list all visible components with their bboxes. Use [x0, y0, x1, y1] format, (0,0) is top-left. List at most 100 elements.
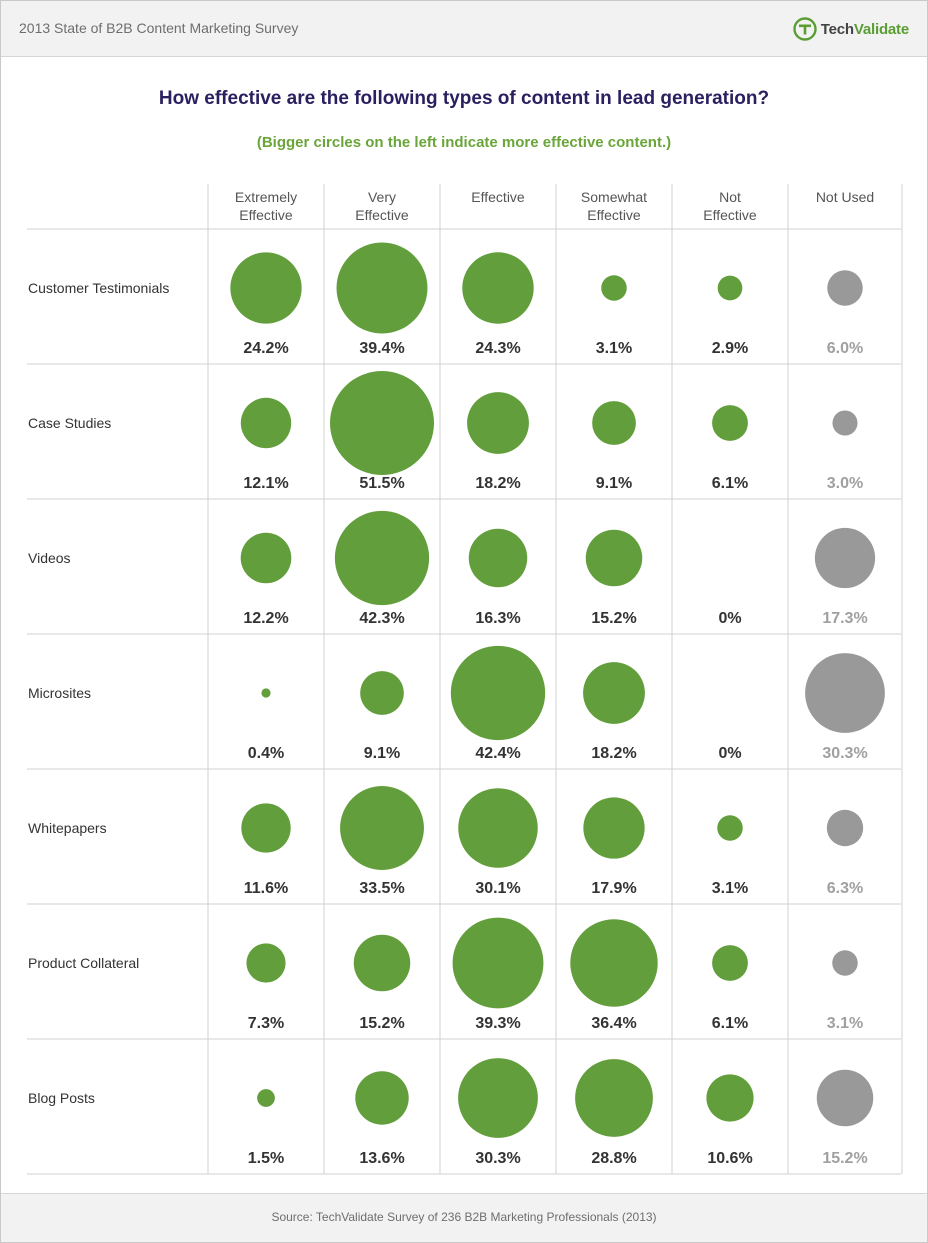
logo-wordmark: TechValidate — [820, 20, 909, 38]
value-bubble — [334, 510, 430, 606]
value-label: 18.2% — [475, 475, 520, 492]
value-label: 3.1% — [712, 880, 748, 897]
value-label: 15.2% — [359, 1015, 404, 1032]
value-label: 9.1% — [364, 745, 400, 762]
value-bubble — [450, 645, 546, 741]
row-label: Microsites — [28, 685, 91, 701]
value-bubble — [340, 786, 424, 870]
value-label: 2.9% — [712, 340, 748, 357]
value-bubble — [240, 397, 292, 449]
value-label: 3.1% — [596, 340, 632, 357]
chart-title: How effective are the following types of… — [158, 88, 770, 109]
value-bubble — [827, 270, 863, 306]
value-label: 1.5% — [248, 1150, 284, 1167]
value-bubble — [832, 410, 858, 436]
value-bubble — [706, 1074, 754, 1122]
value-label: 12.1% — [243, 475, 288, 492]
column-header: Not Effective — [703, 189, 757, 223]
value-label: 30.3% — [475, 1150, 520, 1167]
value-label: 24.3% — [475, 340, 520, 357]
value-bubble — [240, 532, 292, 584]
value-bubble — [257, 1089, 275, 1107]
value-label: 6.0% — [827, 340, 863, 357]
value-label: 17.9% — [591, 880, 636, 897]
value-bubble — [585, 529, 643, 587]
value-label: 18.2% — [591, 745, 636, 762]
value-bubble — [246, 943, 286, 983]
value-label: 11.6% — [244, 880, 288, 897]
value-bubble — [592, 401, 636, 445]
value-label: 7.3% — [248, 1015, 284, 1032]
value-bubble — [717, 815, 743, 841]
value-label: 6.1% — [712, 1015, 748, 1032]
value-label: 16.3% — [475, 610, 520, 627]
value-bubble — [712, 405, 748, 441]
value-label: 0.4% — [248, 745, 284, 762]
column-header: Not Used — [816, 189, 874, 205]
value-bubble — [330, 371, 434, 475]
value-bubble — [261, 688, 271, 698]
value-label: 39.3% — [475, 1015, 520, 1032]
row-label: Customer Testimonials — [28, 280, 169, 296]
value-bubble — [353, 934, 411, 992]
row-label: Videos — [28, 550, 71, 566]
value-label: 51.5% — [359, 475, 404, 492]
value-bubble — [468, 528, 528, 588]
value-bubble — [458, 1058, 538, 1138]
value-label: 12.2% — [243, 610, 288, 627]
header-bar: 2013 State of B2B Content Marketing Surv… — [1, 1, 927, 57]
source-note: Source: TechValidate Survey of 236 B2B M… — [271, 1210, 657, 1224]
value-label: 42.3% — [359, 610, 404, 627]
value-bubble — [360, 671, 404, 715]
value-bubble — [570, 919, 658, 1007]
value-bubble — [575, 1059, 653, 1137]
value-label: 15.2% — [822, 1150, 867, 1167]
bubble-matrix-chart: Extremely Effective Very Effective Effective… — [27, 184, 903, 1175]
value-label: 13.6% — [359, 1150, 404, 1167]
value-label: 15.2% — [591, 610, 636, 627]
footer-bar: Source: TechValidate Survey of 236 B2B M… — [1, 1193, 927, 1242]
value-label: 10.6% — [707, 1150, 752, 1167]
value-bubble — [826, 809, 864, 847]
value-label: 33.5% — [359, 880, 404, 897]
value-label: 28.8% — [591, 1150, 636, 1167]
value-label: 3.0% — [827, 475, 863, 492]
value-label: 39.4% — [359, 340, 404, 357]
row-label: Blog Posts — [28, 1090, 95, 1106]
value-label: 6.1% — [712, 475, 748, 492]
value-bubble — [601, 275, 627, 301]
value-bubble — [805, 653, 885, 733]
value-bubble — [241, 803, 291, 853]
value-bubble — [717, 275, 743, 301]
value-bubble — [814, 527, 876, 589]
value-label: 0% — [718, 610, 741, 627]
value-bubble — [583, 662, 645, 724]
row-label: Whitepapers — [28, 820, 107, 836]
value-label: 9.1% — [596, 475, 632, 492]
value-label: 36.4% — [591, 1015, 636, 1032]
value-bubble — [336, 242, 428, 334]
value-label: 6.3% — [827, 880, 863, 897]
column-header: Effective — [471, 189, 525, 205]
value-bubble — [816, 1069, 874, 1127]
value-label: 0% — [718, 745, 741, 762]
value-bubble — [583, 797, 645, 859]
techvalidate-logo: TechValidate — [793, 16, 909, 42]
value-label: 42.4% — [475, 745, 520, 762]
chart-subtitle: (Bigger circles on the left indicate mor… — [256, 134, 672, 151]
value-label: 30.1% — [475, 880, 520, 897]
value-bubble — [712, 945, 748, 981]
column-header: Extremely Effective — [235, 189, 297, 223]
techvalidate-logo-icon — [793, 17, 817, 41]
row-label: Product Collateral — [28, 955, 139, 971]
row-label: Case Studies — [28, 415, 111, 431]
value-label: 30.3% — [822, 745, 867, 762]
value-label: 17.3% — [822, 610, 867, 627]
value-bubble — [458, 788, 538, 868]
survey-title: 2013 State of B2B Content Marketing Surv… — [19, 20, 299, 36]
value-bubble — [452, 917, 544, 1009]
value-label: 24.2% — [243, 340, 288, 357]
value-label: 3.1% — [827, 1015, 863, 1032]
value-bubble — [467, 392, 529, 454]
